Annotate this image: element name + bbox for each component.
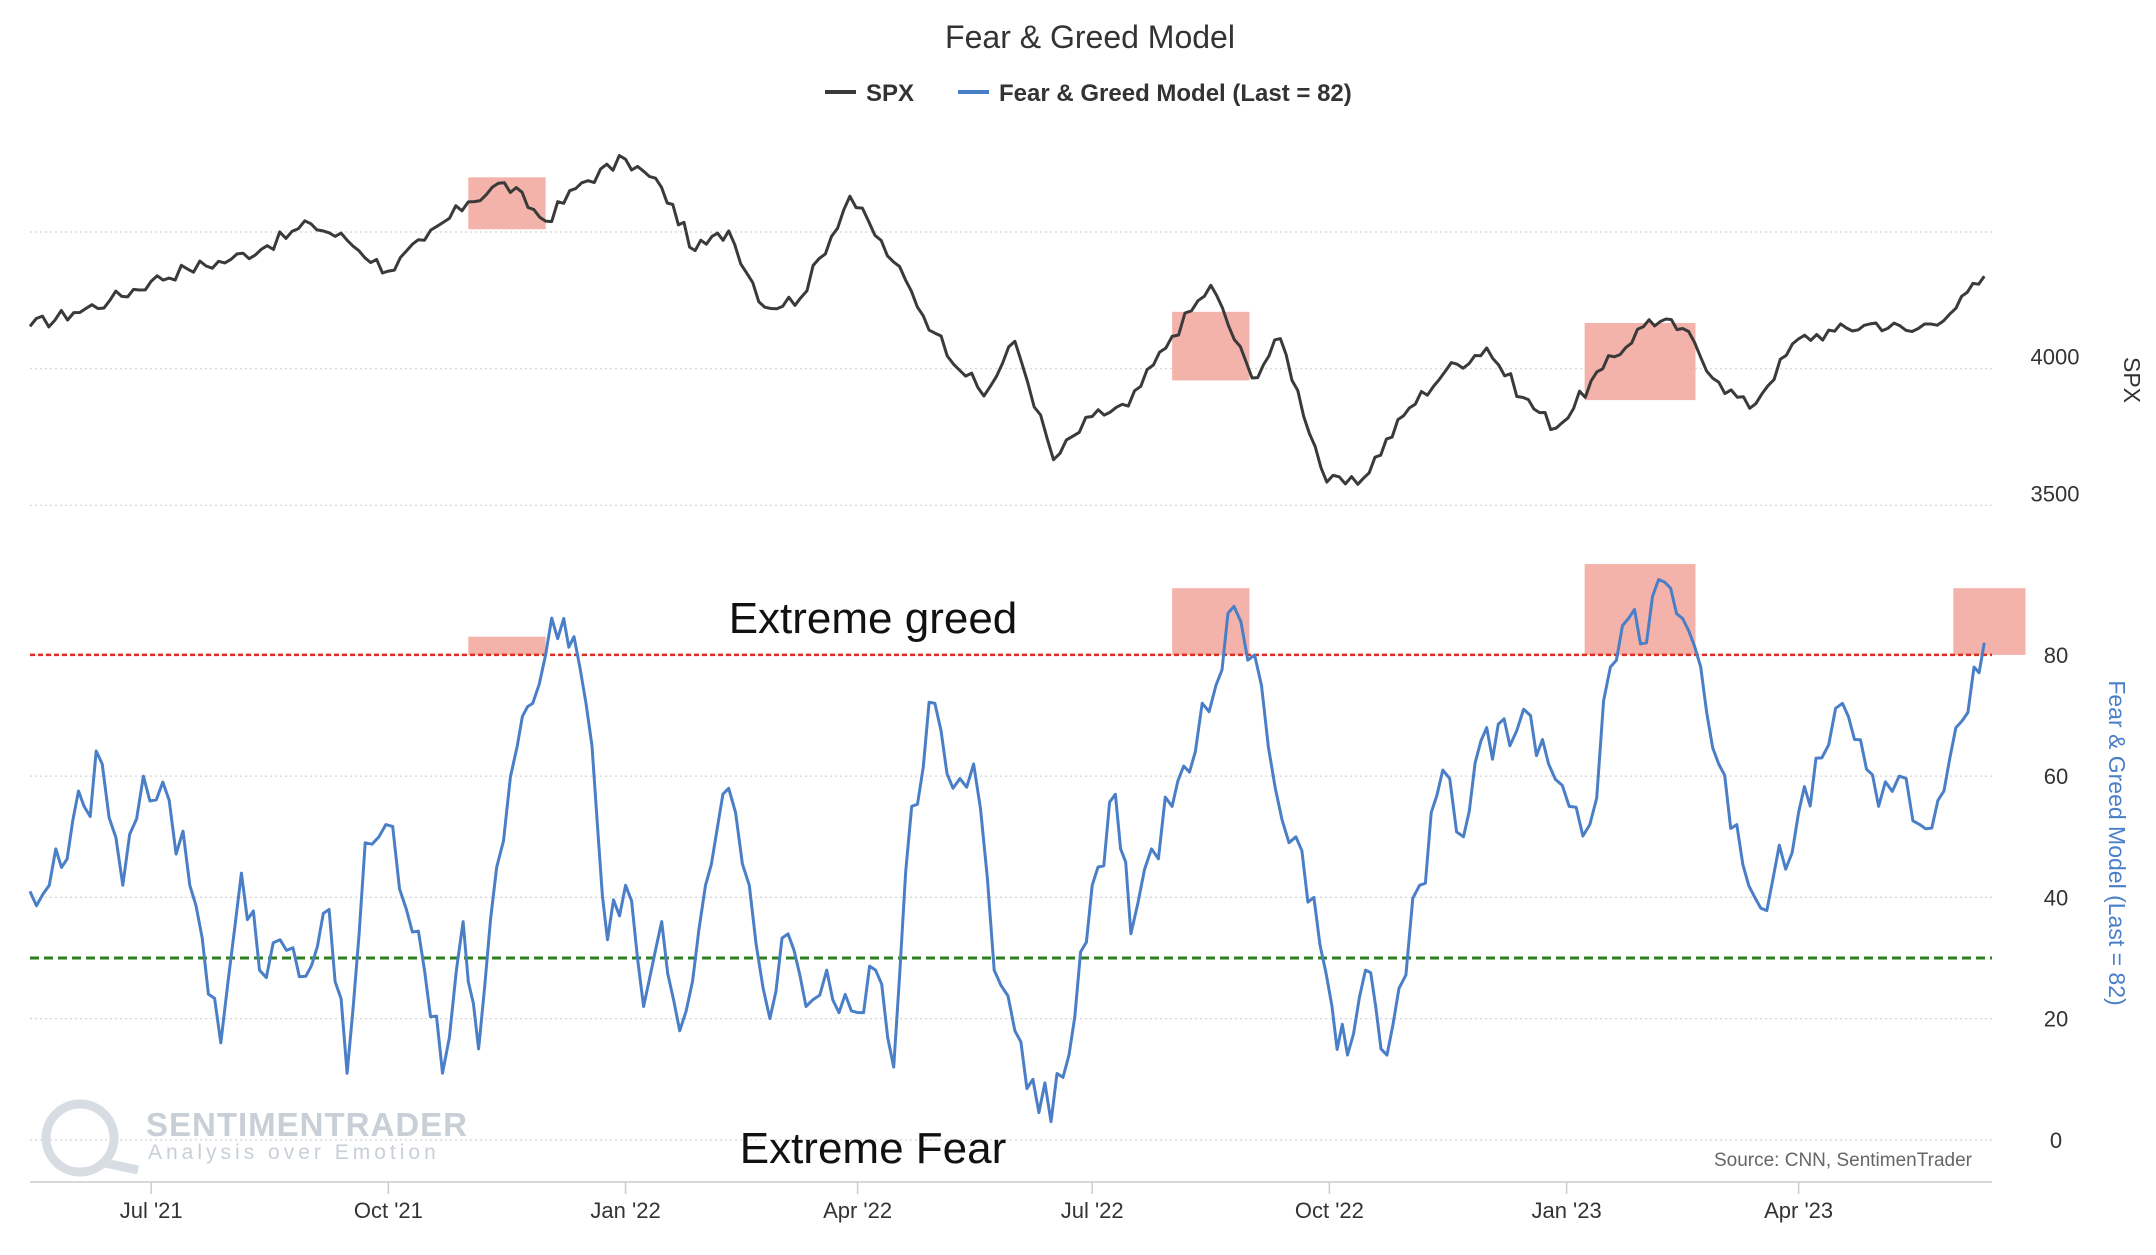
source-note: Source: CNN, SentimenTrader (1714, 1150, 1973, 1171)
fear-greed-axis-ticks: 0 20 40 60 80 (2044, 643, 2068, 1153)
x-tick-label: Jan '22 (590, 1198, 660, 1223)
spx-tick-label: 4000 (2031, 345, 2080, 370)
chart-title: Fear & Greed Model (945, 19, 1235, 55)
fear-greed-highlight-box (1953, 588, 2026, 655)
fear-greed-highlight-box (1172, 588, 1250, 655)
x-tick-label: Apr '23 (1764, 1198, 1833, 1223)
watermark-subtitle: Analysis over Emotion (148, 1141, 440, 1164)
watermark-title: SENTIMENTRADER (146, 1106, 468, 1143)
spx-tick-label: 3500 (2031, 481, 2080, 506)
series-lines (28, 154, 1986, 1124)
x-tick-label: Jan '23 (1531, 1198, 1601, 1223)
fear-greed-series-line[interactable] (28, 578, 1986, 1124)
watermark: SENTIMENTRADER Analysis over Emotion (41, 1099, 468, 1177)
spx-axis-title: SPX (2119, 357, 2145, 403)
legend-entry-fear-greed[interactable]: Fear & Greed Model (Last = 82) (999, 80, 1352, 107)
legend-entry-spx[interactable]: SPX (866, 80, 914, 107)
fear-greed-highlight-box (468, 636, 546, 655)
x-tick-label: Oct '21 (354, 1198, 423, 1223)
spx-highlight-box (1584, 323, 1696, 401)
x-axis-ticks: Jul '21 Oct '21 Jan '22 Apr '22 Jul '22 Oct '… (120, 1182, 1833, 1223)
fear-greed-tick-label: 40 (2044, 885, 2068, 910)
spx-series-line[interactable] (28, 154, 1986, 486)
spx-highlight-box (1172, 311, 1250, 381)
x-tick-label: Oct '22 (1295, 1198, 1364, 1223)
spx-axis-ticks: 3500 4000 (2031, 345, 2080, 507)
x-tick-label: Jul '21 (120, 1198, 183, 1223)
greed-highlights (468, 177, 2026, 655)
fear-greed-tick-label: 0 (2050, 1128, 2062, 1153)
watermark-magnifier-handle-icon (104, 1158, 139, 1175)
fear-greed-axis-title: Fear & Greed Model (Last = 82) (2104, 680, 2130, 1005)
fear-greed-tick-label: 60 (2044, 764, 2068, 789)
x-tick-label: Jul '22 (1061, 1198, 1124, 1223)
extreme-fear-label: Extreme Fear (740, 1124, 1007, 1173)
fear-greed-tick-label: 20 (2044, 1007, 2068, 1032)
extreme-greed-label: Extreme greed (729, 594, 1018, 643)
watermark-logo-icon (41, 1099, 119, 1177)
legend: SPX Fear & Greed Model (Last = 82) (825, 80, 1352, 107)
fear-greed-tick-label: 80 (2044, 643, 2068, 668)
x-tick-label: Apr '22 (823, 1198, 892, 1223)
